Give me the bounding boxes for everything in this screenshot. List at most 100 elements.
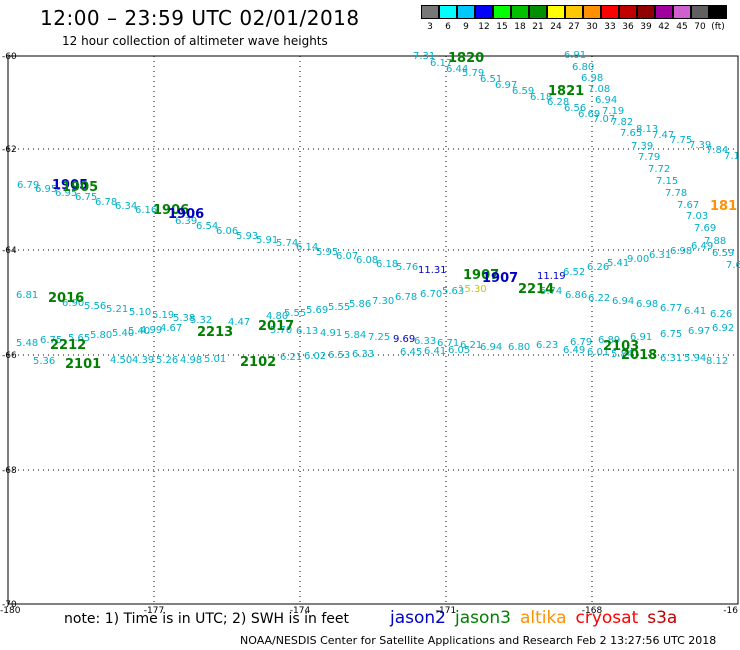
lat-tick-label: -60 — [2, 52, 17, 62]
color-swatch — [619, 5, 637, 19]
color-swatch — [475, 5, 493, 19]
wave-height-value: 6.33 — [352, 349, 374, 360]
lat-tick-label: -68 — [2, 466, 17, 476]
wave-height-value: 6.13 — [296, 326, 318, 337]
wave-height-value: 6.90 — [62, 298, 84, 309]
wave-height-value: 6.52 — [563, 267, 585, 278]
pass-time-label: 2102 — [240, 355, 276, 370]
wave-height-value: 9.00 — [627, 254, 649, 265]
pass-time-label: 2103 — [603, 339, 639, 354]
wave-height-value: 7.39 — [631, 141, 653, 152]
wave-height-value: 7.07 — [593, 114, 615, 125]
color-swatch — [547, 5, 565, 19]
wave-height-value: 6.86 — [565, 290, 587, 301]
wave-height-value: 6.78 — [395, 292, 417, 303]
wave-height-value: 6.21 — [280, 352, 302, 363]
color-scale-label: 33 — [604, 22, 616, 32]
pass-time-label: 2101 — [65, 357, 101, 372]
color-scale-label: 27 — [568, 22, 580, 32]
wave-height-value: 5.55 — [328, 302, 350, 313]
wave-height-value: 7.19 — [602, 106, 624, 117]
wave-height-value: 7.08 — [588, 84, 610, 95]
wave-height-value: 6.97 — [495, 80, 517, 91]
legend-item-jason2: jason2 — [390, 608, 446, 628]
color-swatch — [637, 5, 655, 19]
wave-height-value: 6.18 — [530, 92, 552, 103]
wave-height-value: 7.88 — [704, 236, 726, 247]
color-scale-label: 6 — [445, 22, 451, 32]
wave-height-value: 6.94 — [480, 342, 502, 353]
wave-height-value: 6.59 — [712, 248, 734, 259]
color-swatch — [511, 5, 529, 19]
wave-height-value: 5.40 — [128, 326, 150, 337]
wave-height-value: 6.45 — [400, 347, 422, 358]
color-scale-label: 36 — [622, 22, 634, 32]
wave-height-value: 5.41 — [607, 258, 629, 269]
color-scale-label: 30 — [586, 22, 598, 32]
wave-height-value: 5.95 — [316, 247, 338, 258]
pass-time-label: 2018 — [621, 348, 657, 363]
wave-height-value: 7.67 — [677, 200, 699, 211]
wave-height-value: 5.10 — [129, 307, 151, 318]
color-scale-label: 15 — [496, 22, 508, 32]
wave-height-value: 6.94 — [595, 95, 617, 106]
wave-height-value: 5.21 — [106, 304, 128, 315]
wave-height-value: 5.36 — [33, 356, 55, 367]
wave-height-value: 6.14 — [296, 242, 318, 253]
wave-height-value: 6.77 — [660, 303, 682, 314]
color-scale-label: 9 — [463, 22, 469, 32]
wave-height-value: 7.72 — [648, 164, 670, 175]
wave-height-value: 6.23 — [536, 340, 558, 351]
satellite-legend: jason2 jason3 altika cryosat s3a — [390, 608, 686, 628]
wave-height-value: 5.38 — [173, 313, 195, 324]
wave-height-value: 6.22 — [588, 293, 610, 304]
wave-height-value: 4.91 — [320, 328, 342, 339]
wave-height-value: 6.05 — [448, 345, 470, 356]
wave-height-value: 5.84 — [344, 330, 366, 341]
wave-height-value: 7.82 — [611, 117, 633, 128]
legend-item-jason3: jason3 — [455, 608, 511, 628]
pass-time-label: 2213 — [197, 325, 233, 340]
wave-height-value: 5.80 — [90, 330, 112, 341]
color-swatch — [673, 5, 691, 19]
wave-height-value: 15.30 — [458, 284, 487, 295]
wave-height-value: 6.21 — [460, 340, 482, 351]
color-swatch — [529, 5, 547, 19]
wave-height-value: 6.92 — [712, 323, 734, 334]
wave-height-value: 4.50 — [110, 355, 132, 366]
legend-item-cryosat: cryosat — [575, 608, 639, 628]
wave-height-value: 5.70 — [270, 325, 292, 336]
color-swatch — [457, 5, 475, 19]
lat-tick-label: -66 — [2, 351, 17, 361]
wave-height-value: 6.75 — [75, 192, 97, 203]
lon-tick-label: -171 — [436, 606, 456, 616]
pass-time-label: 1905 — [52, 178, 88, 193]
pass-time-label: 1906 — [153, 203, 189, 218]
wave-height-value: 5.74 — [540, 286, 562, 297]
wave-height-value: 4.47 — [228, 317, 250, 328]
wave-height-value: 6.79 — [17, 180, 39, 191]
wave-height-value: 6.79 — [570, 337, 592, 348]
wave-height-value: 6.91 — [564, 50, 586, 61]
pass-time-label: 2212 — [50, 338, 86, 353]
color-scale-label: 39 — [640, 22, 652, 32]
wave-height-value: 6.26 — [710, 309, 732, 320]
wave-height-value: 5.94 — [684, 353, 706, 364]
color-swatch — [655, 5, 673, 19]
wave-height-value: 4.99 — [140, 325, 162, 336]
wave-height-value: 6.41 — [684, 306, 706, 317]
wave-height-value: 5.48 — [16, 338, 38, 349]
wave-height-value: 6.17 — [430, 58, 452, 69]
wave-height-value: 5.84 — [611, 349, 633, 360]
chart-title: 12:00 – 23:59 UTC 02/01/2018 — [40, 6, 360, 30]
wave-height-value: 7.47 — [652, 130, 674, 141]
color-swatch — [493, 5, 511, 19]
wave-height-value: 6.78 — [95, 197, 117, 208]
wave-height-value: 5.19 — [152, 310, 174, 321]
wave-height-value: 6.28 — [547, 97, 569, 108]
wave-height-value: 7.84 — [706, 145, 728, 156]
wave-height-value: 6.53 — [328, 350, 350, 361]
wave-height-value: 6.49 — [563, 345, 585, 356]
color-swatch — [565, 5, 583, 19]
wave-height-value: 5.26 — [156, 355, 178, 366]
